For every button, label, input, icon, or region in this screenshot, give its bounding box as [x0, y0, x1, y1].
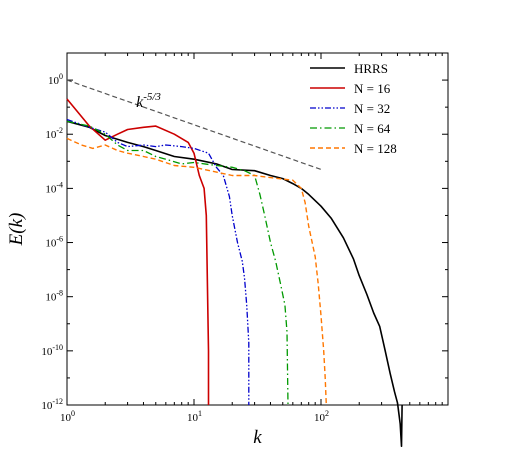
reference-line-layer [66, 79, 322, 171]
y-tick-label: 10-12 [41, 397, 63, 412]
legend-label-0: HRRS [354, 61, 388, 76]
x-tick-label: 101 [187, 409, 202, 424]
legend: HRRS N = 16 N = 32 N = 64 N = 128 [310, 61, 397, 156]
y-tick-label: 10-6 [45, 235, 63, 250]
series-line-2 [66, 118, 250, 405]
legend-label-3: N = 64 [354, 121, 391, 136]
series-line-4 [66, 137, 327, 406]
slope-annotation: k-5/3 [136, 91, 161, 111]
y-tick-label: 10-2 [45, 126, 63, 141]
legend-label-4: N = 128 [354, 141, 397, 156]
y-tick-label: 10-10 [41, 343, 63, 358]
y-axis-label: E(k) [6, 213, 27, 247]
series-line-0 [66, 120, 403, 448]
legend-label-2: N = 32 [354, 101, 390, 116]
x-axis-label: k [253, 427, 262, 448]
x-tick-label: 100 [60, 409, 75, 424]
plot-frame [66, 52, 449, 406]
series-line-3 [66, 120, 289, 406]
y-tick-label: 100 [48, 72, 63, 87]
x-tick-label: 102 [314, 409, 329, 424]
slope-reference-line [66, 79, 322, 171]
series-layer [66, 98, 403, 448]
legend-label-1: N = 16 [354, 81, 391, 96]
y-tick-label: 10-8 [45, 289, 63, 304]
axis-ticks [66, 52, 448, 406]
y-tick-label: 10-4 [45, 180, 63, 195]
axis-tick-labels: 100 101 102 100 10-2 10-4 10-6 10-8 10-10 10-12 [41, 72, 329, 424]
